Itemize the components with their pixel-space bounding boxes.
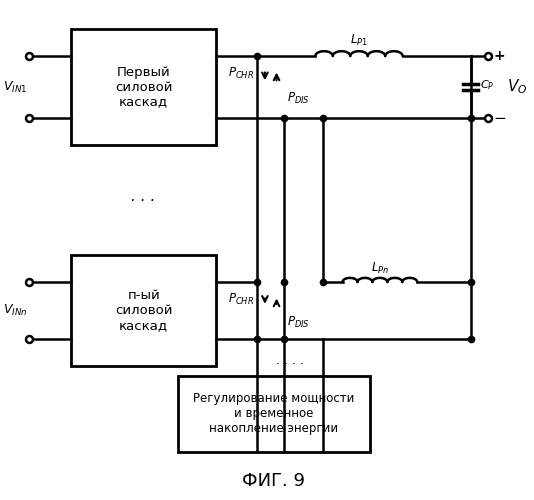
Text: Первый
силовой
каскад: Первый силовой каскад xyxy=(115,66,172,108)
Text: $L_{Pn}$: $L_{Pn}$ xyxy=(371,261,389,276)
Text: $P_{DIS}$: $P_{DIS}$ xyxy=(287,91,310,106)
Text: $P_{DIS}$: $P_{DIS}$ xyxy=(287,314,310,330)
Text: −: − xyxy=(494,110,507,126)
Text: $V_O$: $V_O$ xyxy=(507,78,528,96)
Bar xyxy=(71,29,216,145)
Text: п-ый
силовой
каскад: п-ый силовой каскад xyxy=(115,289,172,332)
Text: $V_{INn}$: $V_{INn}$ xyxy=(3,303,27,318)
Text: ФИГ. 9: ФИГ. 9 xyxy=(242,472,305,490)
Text: $P_{CHR}$: $P_{CHR}$ xyxy=(228,292,254,307)
Text: $L_{P1}$: $L_{P1}$ xyxy=(350,33,368,48)
Text: Регулирование мощности
и временное
накопление энергии: Регулирование мощности и временное накоп… xyxy=(193,392,355,436)
Bar xyxy=(178,376,370,452)
Text: $C_P$: $C_P$ xyxy=(480,78,494,92)
Text: $V_{IN1}$: $V_{IN1}$ xyxy=(3,80,27,94)
Text: +: + xyxy=(494,49,506,63)
Text: . . . .: . . . . xyxy=(276,354,304,367)
Text: $P_{CHR}$: $P_{CHR}$ xyxy=(228,66,254,81)
Text: . . .: . . . xyxy=(131,189,156,204)
Bar xyxy=(71,255,216,366)
